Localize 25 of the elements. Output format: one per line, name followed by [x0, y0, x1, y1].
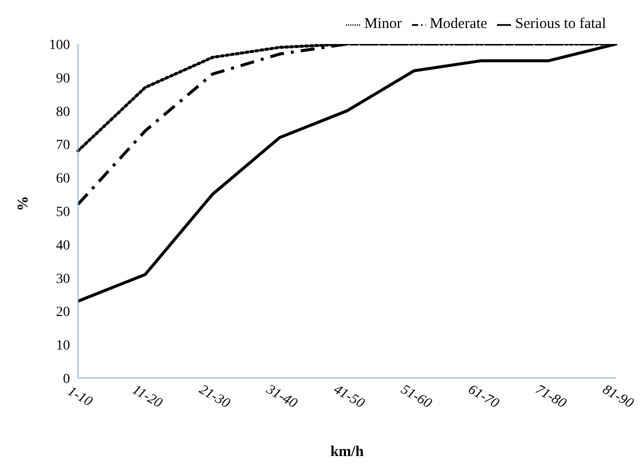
- y-tick-label: 0: [63, 372, 70, 387]
- x-tick-label: 1-10: [64, 384, 95, 410]
- x-tick-label: 31-40: [262, 382, 300, 412]
- y-axis-title: %: [15, 196, 32, 211]
- y-tick-label: 20: [56, 305, 70, 320]
- x-tick-label: 21-30: [196, 382, 232, 412]
- x-tick-label: 11-20: [130, 382, 164, 412]
- y-tick-label: 60: [56, 172, 70, 187]
- y-tick-label: 10: [56, 338, 70, 354]
- x-tick-label: 81-90: [600, 382, 636, 412]
- x-tick-label: 61-70: [465, 382, 502, 412]
- legend-label: Minor: [364, 16, 402, 32]
- y-tick-label: 40: [56, 238, 70, 254]
- legend-label: Serious to fatal: [515, 16, 606, 32]
- x-axis-title: km/h: [330, 444, 364, 460]
- x-tick-label: 41-50: [330, 382, 367, 412]
- legend-label: Moderate: [430, 16, 488, 32]
- y-tick-label: 100: [49, 38, 70, 53]
- x-tick-label: 51-60: [398, 382, 434, 412]
- y-tick-label: 50: [56, 204, 70, 220]
- y-tick-label: 30: [56, 272, 70, 287]
- x-tick-label: 71-80: [532, 382, 568, 412]
- y-tick-label: 80: [56, 104, 70, 120]
- y-tick-label: 70: [56, 138, 70, 154]
- y-tick-label: 90: [56, 71, 70, 86]
